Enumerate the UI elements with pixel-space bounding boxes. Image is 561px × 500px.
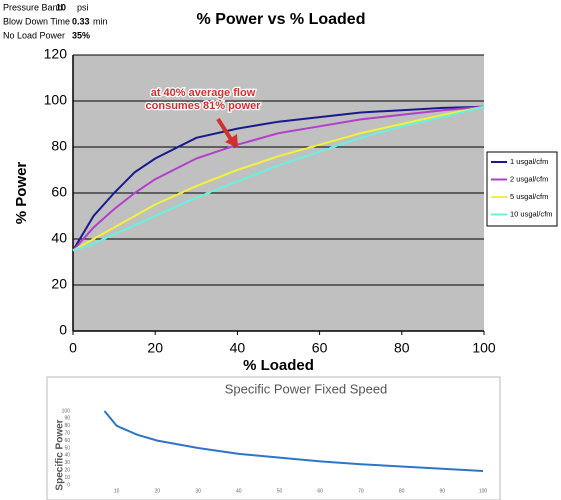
x-tick-label: 90 (440, 488, 446, 494)
y-tick-label: 30 (64, 460, 70, 466)
x-tick-label: 40 (236, 488, 242, 494)
x-tick-label: 20 (147, 340, 163, 356)
line-series (72, 105, 485, 252)
param-label: Blow Down Time (3, 16, 70, 26)
x-tick-label: 0 (69, 340, 77, 356)
y-tick-label: 80 (51, 138, 67, 154)
x-tick-label: 30 (195, 488, 201, 494)
line-series (72, 105, 485, 252)
x-tick-label: 20 (155, 488, 161, 494)
y-axis-label: % Power (13, 162, 30, 225)
x-tick-label: 80 (399, 488, 405, 494)
legend-label: 5 usgal/cfm (510, 192, 548, 201)
y-tick-label: 100 (62, 408, 71, 414)
chart-frame (46, 376, 501, 500)
y-tick-label: 40 (51, 230, 67, 246)
x-tick-label: 40 (230, 340, 246, 356)
x-axis-label: % Loaded (243, 357, 314, 374)
y-tick-label: 50 (64, 445, 70, 451)
annotation: at 40% average flow (151, 87, 256, 99)
y-tick-label: 100 (44, 92, 68, 108)
y-axis-label: Specific Power (55, 419, 66, 490)
y-tick-label: 0 (59, 322, 67, 338)
param-unit: psi (77, 2, 89, 12)
param-value: 0.33 (72, 16, 90, 26)
legend-label: 1 usgal/cfm (510, 157, 548, 166)
y-tick-label: 20 (51, 276, 67, 292)
y-tick-label: 80 (64, 423, 70, 429)
annotation: consumes 81% power (146, 100, 262, 112)
y-tick-label: 60 (51, 184, 67, 200)
y-tick-label: 20 (64, 468, 70, 474)
y-tick-label: 0 (67, 482, 70, 488)
legend-label: 2 usgal/cfm (510, 174, 548, 183)
annotation-arrowhead (225, 134, 238, 148)
y-tick-label: 60 (64, 438, 70, 444)
x-tick-label: 60 (317, 488, 323, 494)
x-tick-label: 80 (394, 340, 410, 356)
y-tick-label: 90 (64, 416, 70, 422)
x-tick-label: 10 (114, 488, 120, 494)
y-tick-label: 70 (64, 431, 70, 437)
param-unit: min (93, 16, 108, 26)
line-series (103, 410, 484, 472)
param-label: No Load Power (3, 30, 65, 40)
chart-title: % Power vs % Loaded (197, 11, 366, 28)
legend-label: 10 usgal/cfm (510, 209, 553, 218)
line-series (72, 105, 485, 252)
param-label: Pressure Band (3, 2, 63, 12)
param-value: 35% (72, 30, 90, 40)
x-tick-label: 100 (472, 340, 496, 356)
x-tick-label: 50 (277, 488, 283, 494)
annotation-arrow (216, 117, 234, 143)
param-value: 10 (56, 2, 66, 12)
x-tick-label: 60 (312, 340, 328, 356)
y-tick-label: 120 (44, 46, 68, 62)
y-tick-label: 40 (64, 453, 70, 459)
chart-title: Specific Power Fixed Speed (225, 381, 388, 396)
y-tick-label: 10 (64, 475, 70, 481)
x-tick-label: 70 (358, 488, 364, 494)
x-tick-label: 100 (479, 488, 488, 494)
